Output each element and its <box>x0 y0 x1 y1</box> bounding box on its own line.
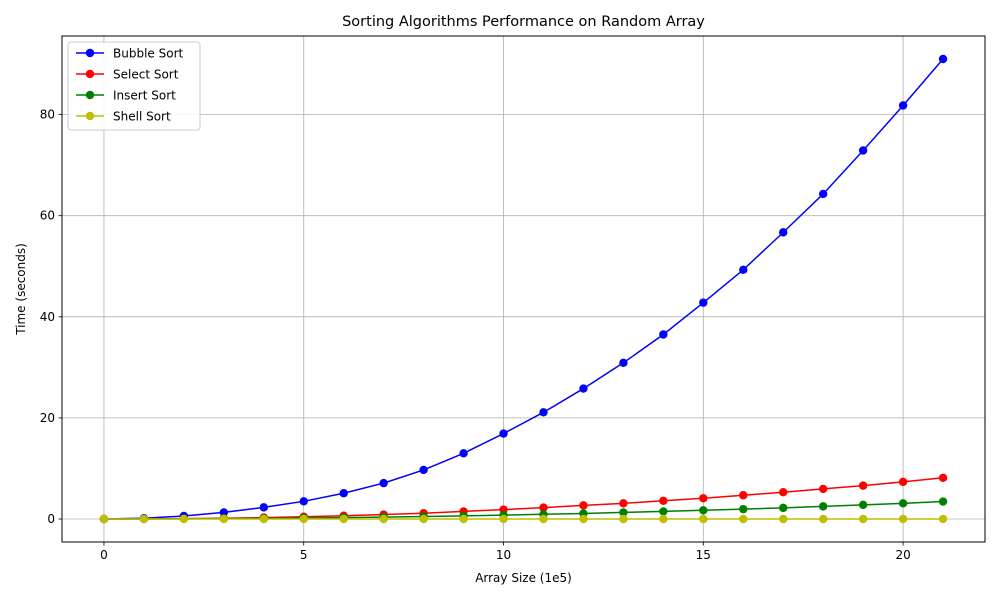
data-point <box>339 514 348 524</box>
data-point <box>299 497 308 506</box>
legend-item: Insert Sort <box>76 89 176 103</box>
legend-marker <box>85 69 95 79</box>
data-point <box>99 514 109 524</box>
x-tick-label: 15 <box>696 548 711 562</box>
data-point <box>779 228 788 237</box>
x-axis-label: Array Size (1e5) <box>475 571 572 585</box>
data-point <box>459 449 468 458</box>
series-line <box>103 477 944 520</box>
data-point <box>219 514 229 524</box>
data-point <box>739 504 748 514</box>
data-point <box>699 298 708 307</box>
data-point <box>818 484 828 494</box>
data-point <box>898 499 908 508</box>
y-tick-label: 0 <box>47 512 55 526</box>
data-point <box>858 146 868 155</box>
plot-area <box>99 54 948 524</box>
y-axis-label: Time (seconds) <box>14 243 28 336</box>
data-point <box>818 502 828 511</box>
data-point <box>938 473 948 483</box>
data-point <box>779 488 788 497</box>
data-point <box>699 494 708 503</box>
data-point <box>938 54 948 64</box>
legend-label: Select Sort <box>113 68 179 82</box>
data-point <box>779 514 788 524</box>
data-point <box>659 507 668 516</box>
data-point <box>419 465 428 475</box>
y-tick-label: 60 <box>40 209 55 223</box>
series-bubble-sort <box>99 54 948 524</box>
data-point <box>858 481 868 490</box>
data-point <box>619 499 628 508</box>
data-point <box>699 506 708 515</box>
data-point <box>659 514 668 524</box>
legend-label: Shell Sort <box>113 110 171 124</box>
data-point <box>619 358 628 368</box>
data-point <box>858 514 868 524</box>
data-point <box>779 503 788 513</box>
y-tick-label: 40 <box>40 310 55 324</box>
x-tick-label: 20 <box>895 548 910 562</box>
data-point <box>539 503 548 512</box>
x-tick-label: 10 <box>496 548 511 562</box>
data-point <box>219 508 229 517</box>
y-tick-label: 20 <box>40 411 55 425</box>
ticks: 0 5 10 15 20 0 20 40 60 80 <box>40 108 911 562</box>
series-line <box>103 500 944 520</box>
data-point <box>579 514 588 524</box>
data-point <box>619 508 628 517</box>
data-point <box>818 514 828 524</box>
legend-label: Bubble Sort <box>113 47 183 61</box>
data-point <box>898 514 908 524</box>
data-point <box>579 384 588 393</box>
data-point <box>898 477 908 487</box>
axes-frame <box>61 35 986 543</box>
data-point <box>459 514 468 524</box>
series-select-sort <box>99 473 948 524</box>
data-point <box>379 478 388 488</box>
data-point <box>259 514 268 524</box>
chart-title: Sorting Algorithms Performance on Random… <box>342 14 705 30</box>
data-point <box>898 101 908 110</box>
data-point <box>499 514 508 524</box>
data-point <box>659 330 668 339</box>
data-point <box>339 489 348 498</box>
data-point <box>858 500 868 510</box>
data-point <box>579 501 588 510</box>
data-point <box>179 514 189 524</box>
data-point <box>259 503 268 512</box>
legend: Bubble Sort Select Sort Insert Sort Shell S… <box>67 41 201 131</box>
data-point <box>419 514 428 524</box>
legend-label: Insert Sort <box>113 89 176 103</box>
data-point <box>938 514 948 524</box>
legend-box <box>67 41 201 131</box>
data-point <box>739 265 748 274</box>
data-point <box>379 514 388 524</box>
data-point <box>619 514 628 524</box>
legend-item: Bubble Sort <box>76 47 183 61</box>
legend-marker <box>85 111 95 121</box>
data-point <box>139 514 149 524</box>
data-point <box>499 429 508 438</box>
series-shell-sort <box>99 514 948 524</box>
data-point <box>539 408 548 417</box>
legend-marker <box>85 48 95 58</box>
legend-item: Select Sort <box>76 68 179 82</box>
legend-marker <box>85 90 95 100</box>
data-point <box>818 189 828 199</box>
y-tick-label: 80 <box>40 108 55 122</box>
data-point <box>739 491 748 500</box>
data-point <box>299 514 308 524</box>
data-point <box>739 514 748 524</box>
series-line <box>103 58 944 520</box>
x-tick-label: 0 <box>100 548 108 562</box>
data-point <box>539 514 548 524</box>
x-tick-label: 5 <box>300 548 308 562</box>
data-point <box>938 497 948 506</box>
legend-item: Shell Sort <box>76 110 171 124</box>
data-point <box>699 514 708 524</box>
data-point <box>659 496 668 506</box>
